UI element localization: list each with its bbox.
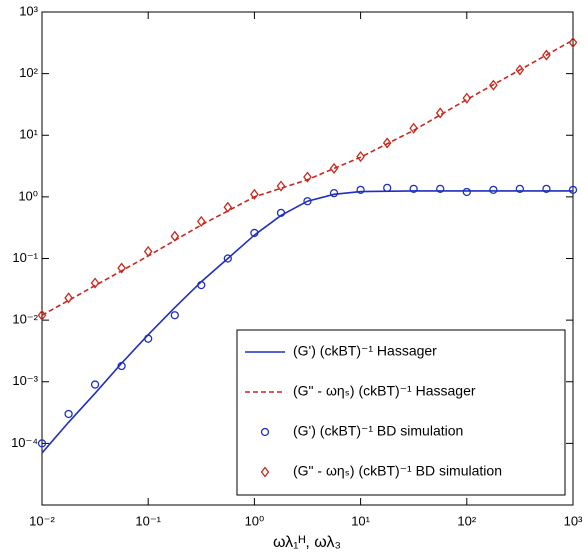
x-axis-label: ωλ₁ᴴ, ωλ₃ xyxy=(273,534,341,551)
diamond-marker xyxy=(329,162,339,174)
y-tick-label: 10³ xyxy=(19,3,38,18)
diamond-marker xyxy=(143,245,153,258)
circle-marker xyxy=(436,184,445,193)
diamond-marker xyxy=(170,230,180,242)
diamond-marker xyxy=(462,92,472,104)
y-tick-label: 10⁻¹ xyxy=(12,250,38,265)
circle-marker xyxy=(37,439,47,448)
x-tick-label: 10⁻² xyxy=(29,513,55,528)
y-tick-label: 10⁻³ xyxy=(12,373,38,388)
circle-marker xyxy=(170,311,179,320)
circle-marker xyxy=(197,280,206,290)
circle-marker xyxy=(250,228,259,238)
circle-marker xyxy=(276,208,286,218)
circle-marker xyxy=(489,185,498,195)
diamond-marker xyxy=(409,122,418,134)
circle-marker xyxy=(462,187,471,197)
circle-marker xyxy=(144,334,153,343)
diamond-marker xyxy=(37,309,47,321)
circle-marker xyxy=(223,254,232,263)
diamond-marker xyxy=(64,292,73,304)
diamond-marker xyxy=(489,79,498,91)
y-tick-label: 10⁻⁴ xyxy=(11,435,38,450)
circle-marker xyxy=(260,427,270,437)
circle-marker xyxy=(303,197,312,206)
y-tick-label: 10⁰ xyxy=(18,188,38,203)
legend-label: (G" - ωηₛ) (ckBT)⁻¹ BD simulation xyxy=(293,463,502,479)
diamond-marker xyxy=(90,277,100,289)
diamond-marker xyxy=(117,262,126,274)
diamond-marker xyxy=(382,137,392,149)
circle-marker xyxy=(356,185,365,195)
circle-marker xyxy=(117,361,126,371)
diamond-marker xyxy=(250,188,259,200)
diamond-marker xyxy=(196,215,206,227)
y-tick-label: 10² xyxy=(19,65,38,80)
legend-label: (G" - ωηₛ) (ckBT)⁻¹ Hassager xyxy=(293,383,476,399)
diamond-marker xyxy=(568,36,578,49)
x-tick-label: 10³ xyxy=(564,513,583,528)
legend-label: (G') (ckBT)⁻¹ Hassager xyxy=(293,343,437,359)
diamond-marker xyxy=(223,201,233,213)
circle-marker xyxy=(542,184,551,193)
circle-marker xyxy=(64,409,73,419)
legend-box xyxy=(236,329,566,496)
y-tick-label: 10⁻² xyxy=(12,312,38,327)
circle-marker xyxy=(383,183,392,193)
circle-marker xyxy=(515,184,525,193)
diamond-marker xyxy=(276,180,286,192)
x-tick-label: 10⁻¹ xyxy=(135,513,161,528)
circle-marker xyxy=(329,188,339,198)
circle-marker xyxy=(90,380,100,389)
x-tick-label: 10¹ xyxy=(351,513,370,528)
diamond-marker xyxy=(260,466,270,478)
diamond-marker xyxy=(356,151,365,163)
circle-marker xyxy=(568,185,578,195)
y-tick-label: 10¹ xyxy=(19,127,38,142)
x-tick-label: 10² xyxy=(457,513,476,528)
diamond-marker xyxy=(303,171,312,183)
circle-marker xyxy=(409,184,418,193)
diamond-marker xyxy=(542,49,551,61)
legend-label: (G') (ckBT)⁻¹ BD simulation xyxy=(293,423,463,439)
x-tick-label: 10⁰ xyxy=(245,513,265,528)
diamond-marker xyxy=(515,64,525,76)
diamond-marker xyxy=(435,107,445,119)
